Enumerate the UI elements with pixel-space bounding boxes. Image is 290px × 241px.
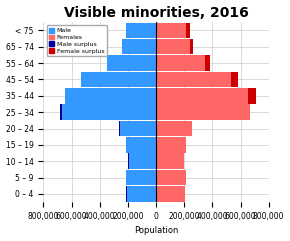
Bar <box>156 121 192 136</box>
Legend: Male, Females, Male surplus, Female surplus: Male, Females, Male surplus, Female surp… <box>46 25 107 56</box>
Bar <box>81 72 156 87</box>
Bar <box>156 137 186 153</box>
Bar <box>107 55 156 71</box>
Bar <box>156 22 186 38</box>
Bar <box>248 88 256 104</box>
Bar <box>60 104 62 120</box>
Bar <box>156 154 184 169</box>
Bar <box>127 186 156 202</box>
Bar <box>64 88 156 104</box>
Bar <box>126 137 156 153</box>
Bar <box>156 39 190 54</box>
Title: Visible minorities, 2016: Visible minorities, 2016 <box>64 6 249 20</box>
Bar <box>156 55 205 71</box>
Bar <box>128 154 156 169</box>
Bar <box>156 72 231 87</box>
Bar <box>122 39 156 54</box>
Bar <box>156 170 186 185</box>
Bar <box>205 55 210 71</box>
X-axis label: Population: Population <box>134 227 178 235</box>
Bar <box>126 170 156 185</box>
Bar <box>62 104 156 120</box>
Bar <box>186 22 190 38</box>
Bar <box>231 72 238 87</box>
Bar <box>126 22 156 38</box>
Bar <box>156 104 250 120</box>
Bar <box>119 121 120 136</box>
Bar <box>126 186 127 202</box>
Bar <box>190 39 193 54</box>
Bar <box>120 121 156 136</box>
Bar <box>156 186 185 202</box>
Bar <box>156 88 248 104</box>
